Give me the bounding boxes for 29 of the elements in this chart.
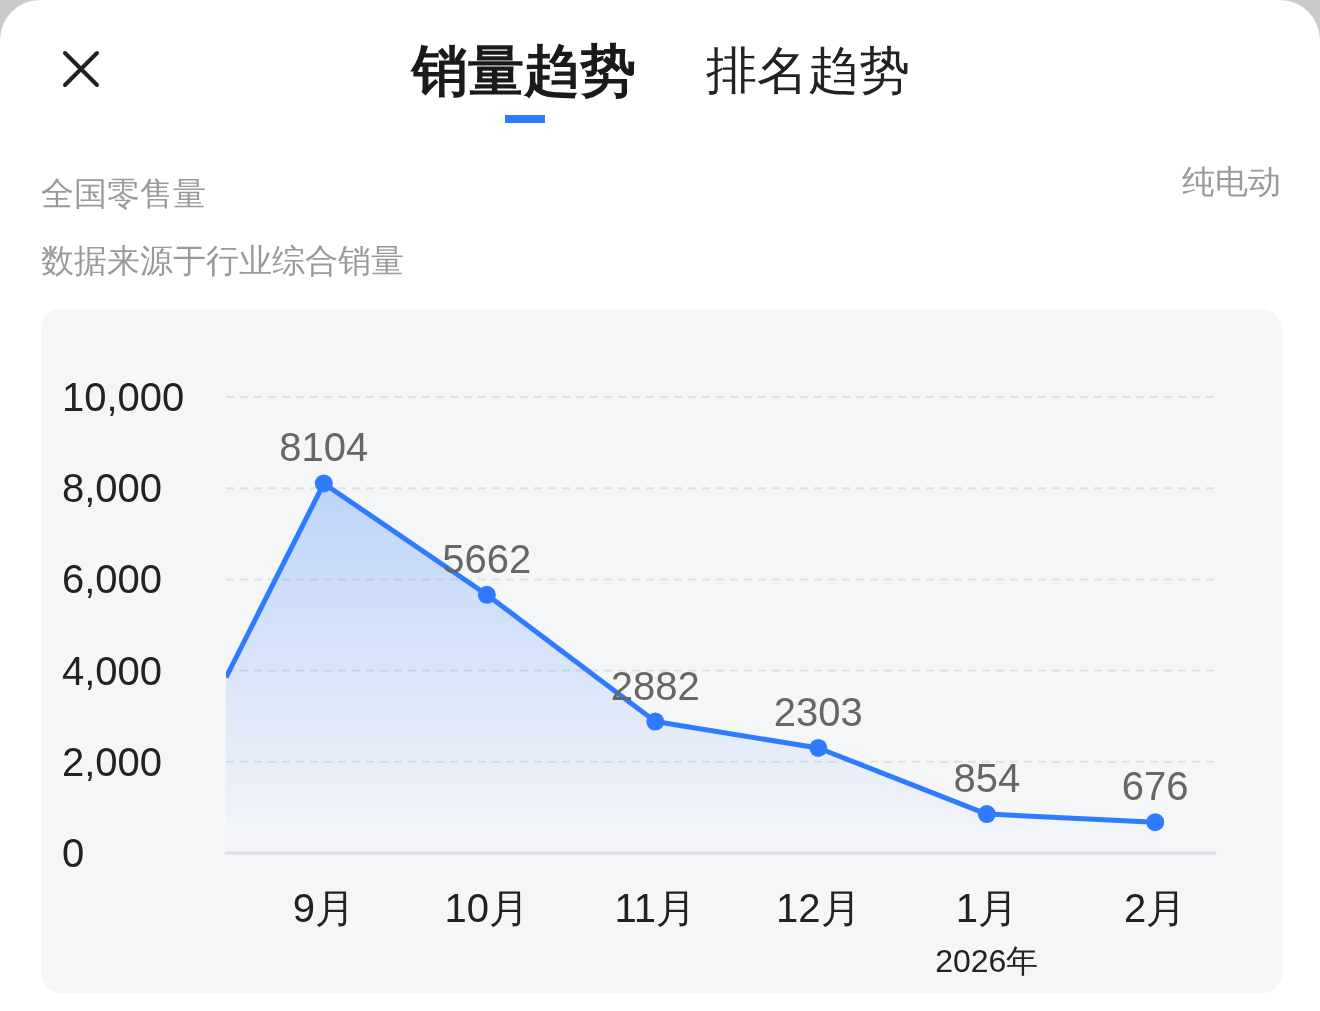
point: [809, 738, 828, 757]
text: 排名趋势: [706, 42, 910, 99]
y-tick-label: 6,000: [62, 557, 163, 602]
y-tick-label: 10,000: [62, 375, 185, 419]
y-tick-label: 4,000: [62, 648, 163, 693]
x-tick-label: 10月: [444, 886, 530, 930]
data-label: 854: [953, 756, 1021, 801]
y-tick-label: 8,000: [62, 466, 163, 511]
y-tick-label: 0: [62, 831, 85, 875]
data-label: 676: [1121, 764, 1189, 809]
point: [646, 712, 665, 731]
text: 数据来源于行业综合销量: [41, 242, 404, 279]
data-label: 5662: [442, 536, 532, 581]
x-tick-label: 2月: [1124, 886, 1187, 930]
data-label: 2882: [610, 663, 700, 708]
point: [977, 805, 996, 824]
point: [477, 585, 496, 604]
chart-title: 销量趋势: [410, 39, 636, 102]
point: [1146, 813, 1165, 832]
data-label: 2303: [773, 689, 863, 734]
data-label: 8104: [279, 425, 369, 470]
text: 纯电动: [1182, 163, 1281, 200]
x-tick-label: 9月: [292, 886, 355, 930]
x-tick-label: 12月: [776, 886, 861, 930]
chart-subtitle: 全国零售量: [41, 175, 206, 212]
point: [314, 474, 333, 493]
x-tick-label: 1月 2026年: [935, 886, 1039, 979]
y-tick-label: 2,000: [62, 739, 163, 784]
x-tick-label: 11月: [614, 886, 697, 930]
